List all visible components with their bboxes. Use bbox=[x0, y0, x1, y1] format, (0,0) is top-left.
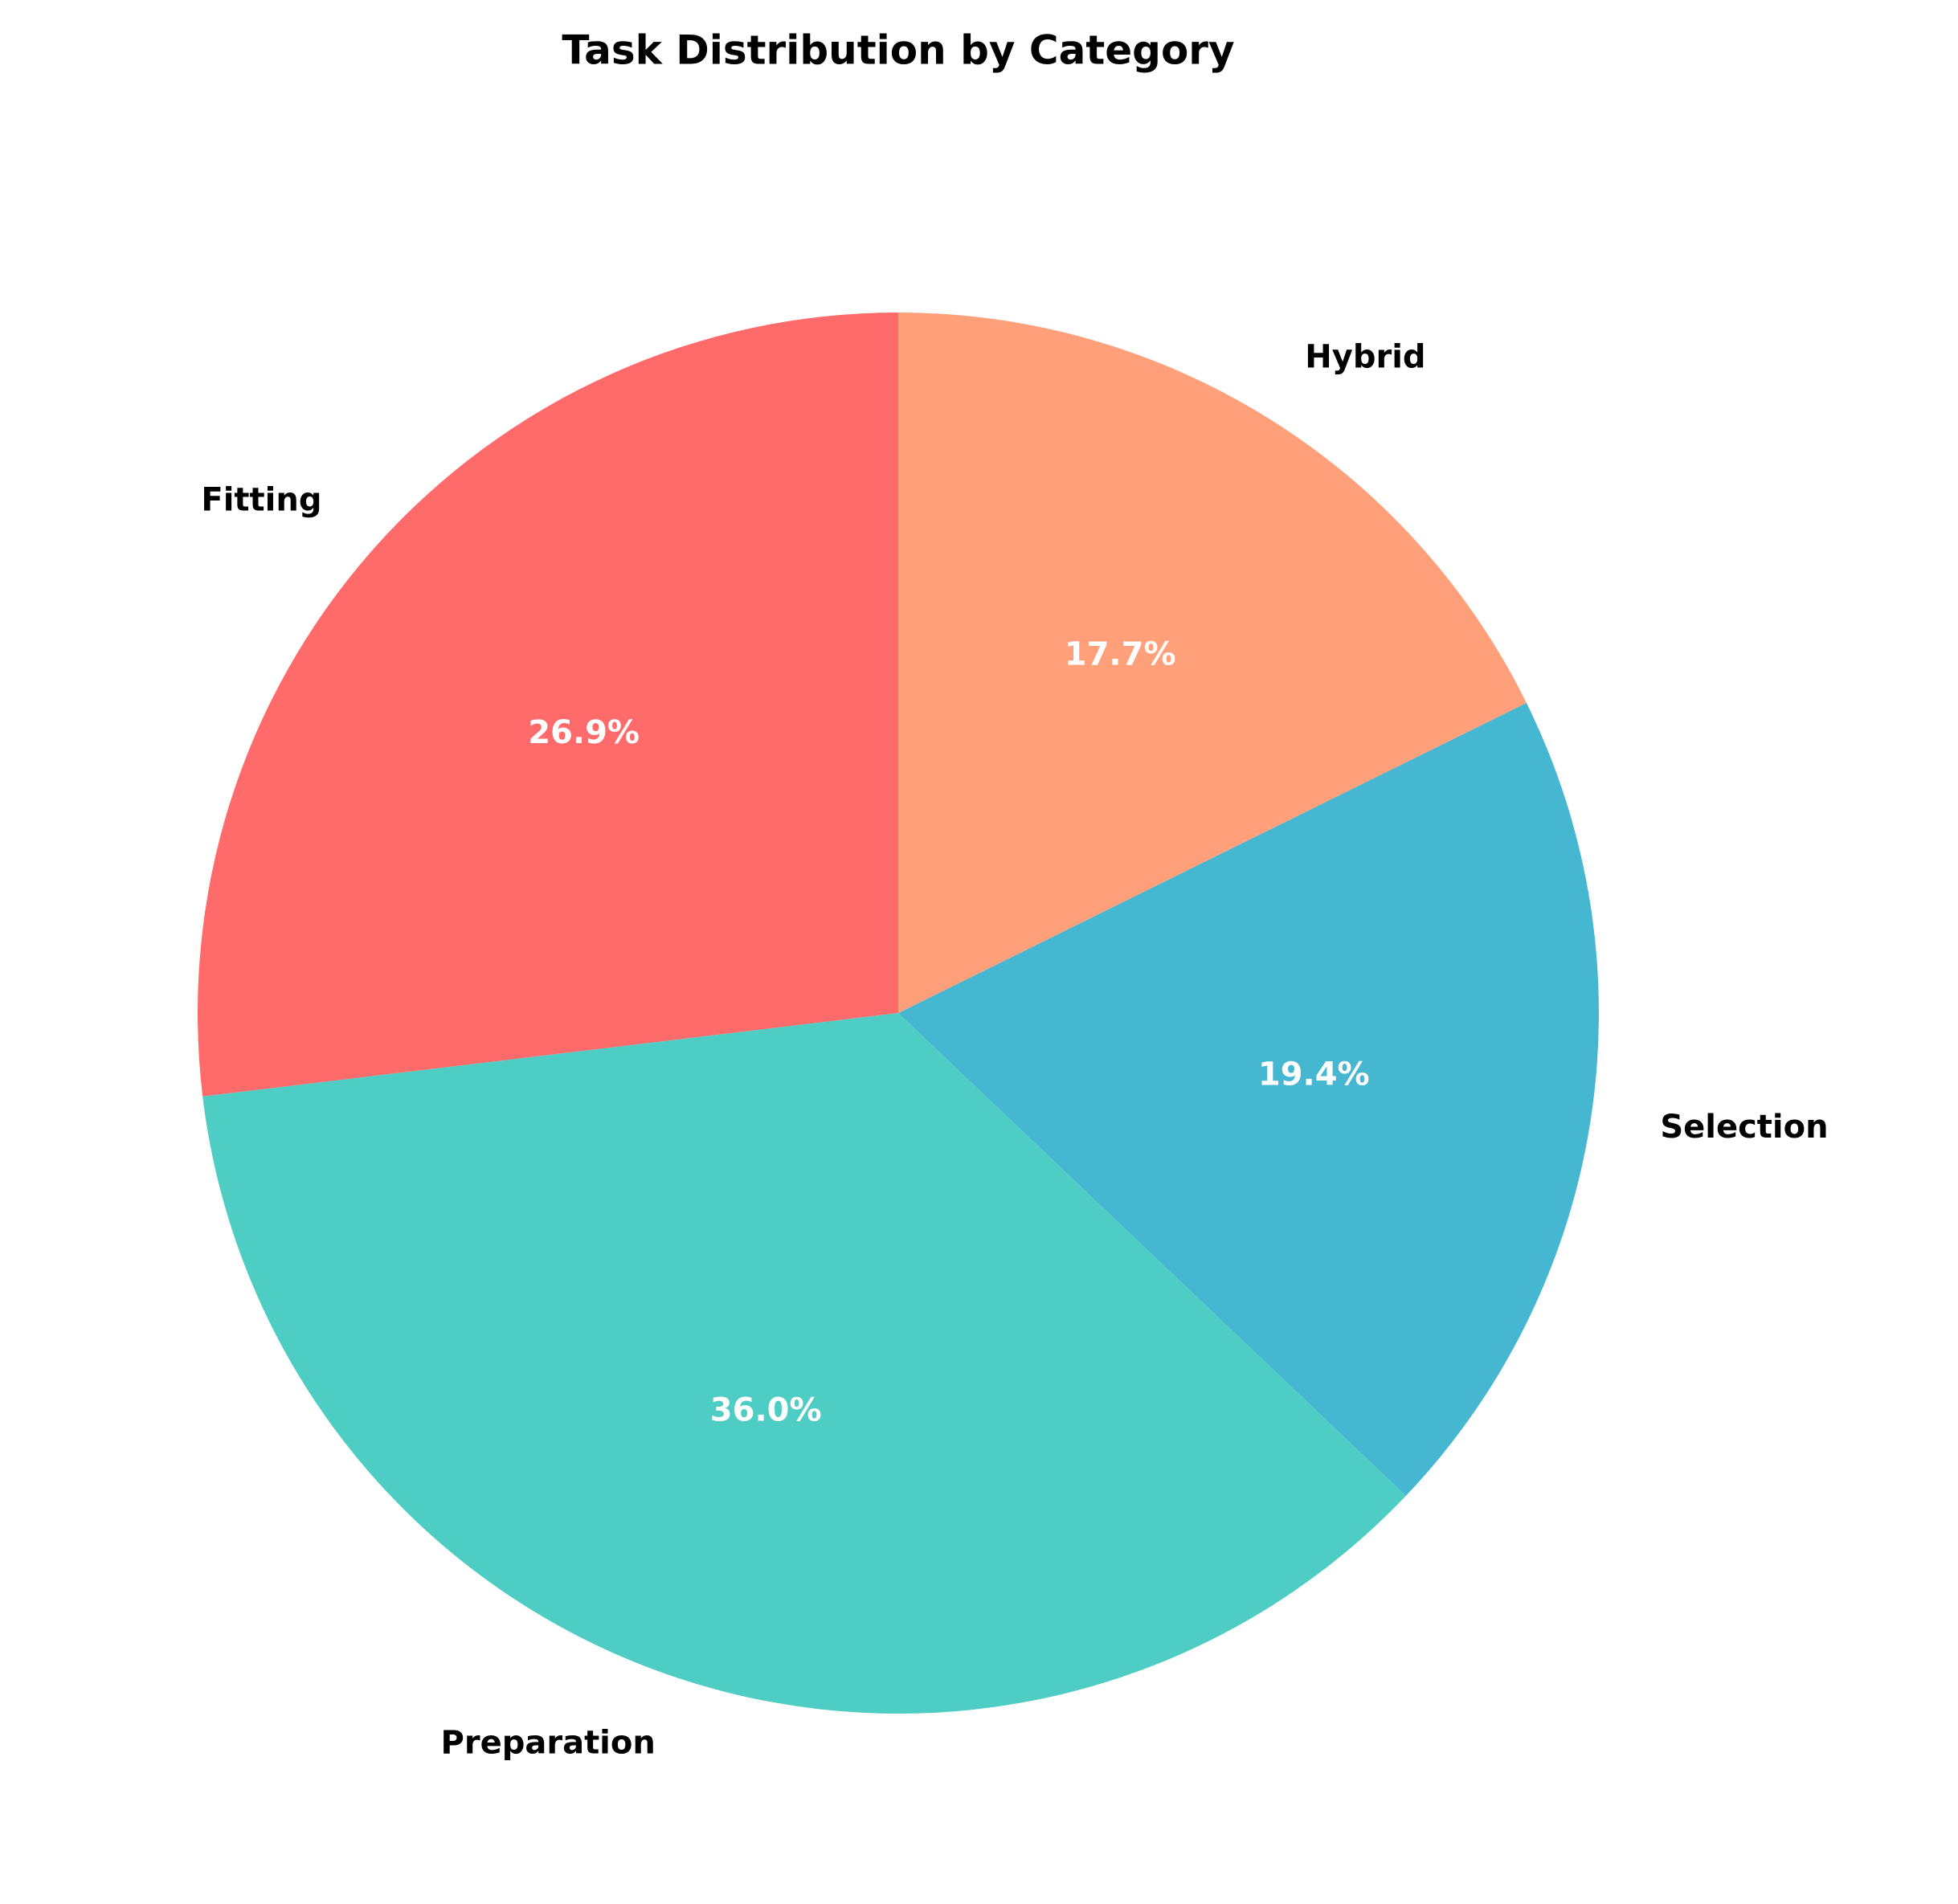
category-label: Preparation bbox=[441, 1724, 656, 1761]
value-label: 36.0% bbox=[710, 1392, 822, 1429]
pie-slice bbox=[197, 313, 899, 1097]
pie-slice bbox=[202, 1013, 1406, 1714]
value-label: 19.4% bbox=[1258, 1056, 1370, 1093]
pie-slice bbox=[898, 702, 1599, 1496]
category-label: Selection bbox=[1660, 1109, 1828, 1146]
category-label: Fitting bbox=[201, 481, 321, 518]
pie-slice bbox=[898, 313, 1527, 1013]
category-label: Hybrid bbox=[1305, 338, 1425, 375]
chart-title: Task Distribution by Category bbox=[562, 27, 1234, 74]
value-label: 26.9% bbox=[528, 714, 640, 751]
value-label: 17.7% bbox=[1065, 636, 1176, 673]
